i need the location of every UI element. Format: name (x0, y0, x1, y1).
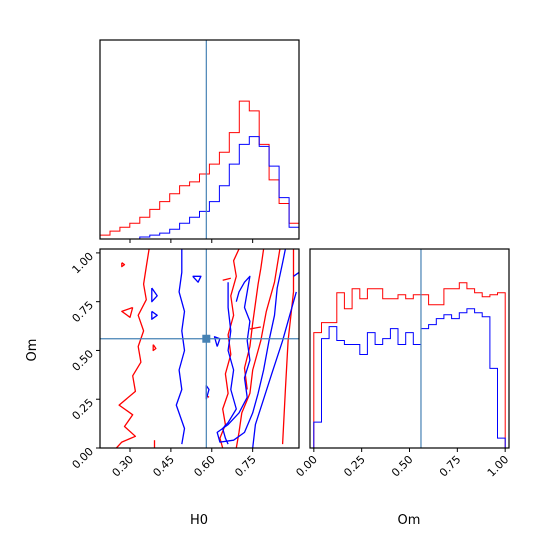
hist-om-x-tick-label-1: 0.25 (341, 453, 368, 480)
contour-16 (213, 336, 221, 347)
contour-9 (249, 326, 261, 330)
contour-18 (222, 282, 237, 445)
joint-x-tick-label-3: 0.75 (232, 453, 259, 480)
joint-x-tick-label-2: 0.60 (191, 453, 218, 480)
contour-6 (235, 249, 281, 448)
joint-y-tick-label-2: 0.50 (70, 347, 97, 374)
hist-om-x-tick-label-4: 1.00 (485, 453, 512, 480)
histogram-series-1-h0 (99, 100, 300, 239)
joint-y-tick-label-4: 1.00 (70, 250, 97, 277)
hist-om-frame (309, 248, 510, 449)
contour-20 (252, 291, 297, 448)
contour-13 (151, 287, 158, 303)
hist-om-x-tick-label-3: 0.75 (437, 453, 464, 480)
hist-h0-frame (99, 39, 300, 240)
contour-21 (293, 271, 299, 277)
contour-14 (151, 310, 158, 320)
joint-y-tick-label-3: 0.75 (70, 299, 97, 326)
panel-joint-h0-om: 0.30 0.45 0.60 0.75 0.00 0.25 0.50 0.75 1.00 (70, 248, 300, 480)
contour-0 (115, 249, 150, 448)
y-axis-label-om: Om (25, 339, 40, 362)
contour-7 (243, 249, 265, 390)
hist-om-x-tick-label-2: 0.50 (389, 453, 416, 480)
x-axis-label-h0: H0 (190, 513, 208, 528)
contour-12 (175, 249, 186, 445)
contour-19 (216, 249, 287, 443)
hist-om-x-tick-label-0: 0.00 (293, 453, 320, 480)
contour-3 (152, 344, 157, 352)
truth-marker (202, 334, 211, 343)
histogram-series-2-om (313, 308, 506, 448)
histogram-series-2-h0 (100, 136, 300, 240)
contour-2 (121, 262, 126, 268)
contour-1 (121, 306, 134, 318)
joint-contours (115, 249, 299, 448)
contour-15 (192, 275, 202, 283)
contour-11 (281, 249, 295, 445)
joint-x-tick-label-0: 0.30 (110, 453, 137, 480)
joint-x-tick-label-1: 0.45 (150, 453, 177, 480)
x-axis-label-om: Om (398, 513, 421, 528)
joint-y-tick-label-1: 0.25 (70, 396, 97, 423)
panel-hist-om: 0.00 0.25 0.50 0.75 1.00 (293, 248, 512, 480)
histogram-series-1-om (313, 282, 506, 448)
joint-frame (99, 248, 300, 449)
contour-8 (222, 277, 231, 281)
joint-y-tick-label-0: 0.00 (70, 445, 97, 472)
panel-hist-h0 (99, 39, 300, 243)
